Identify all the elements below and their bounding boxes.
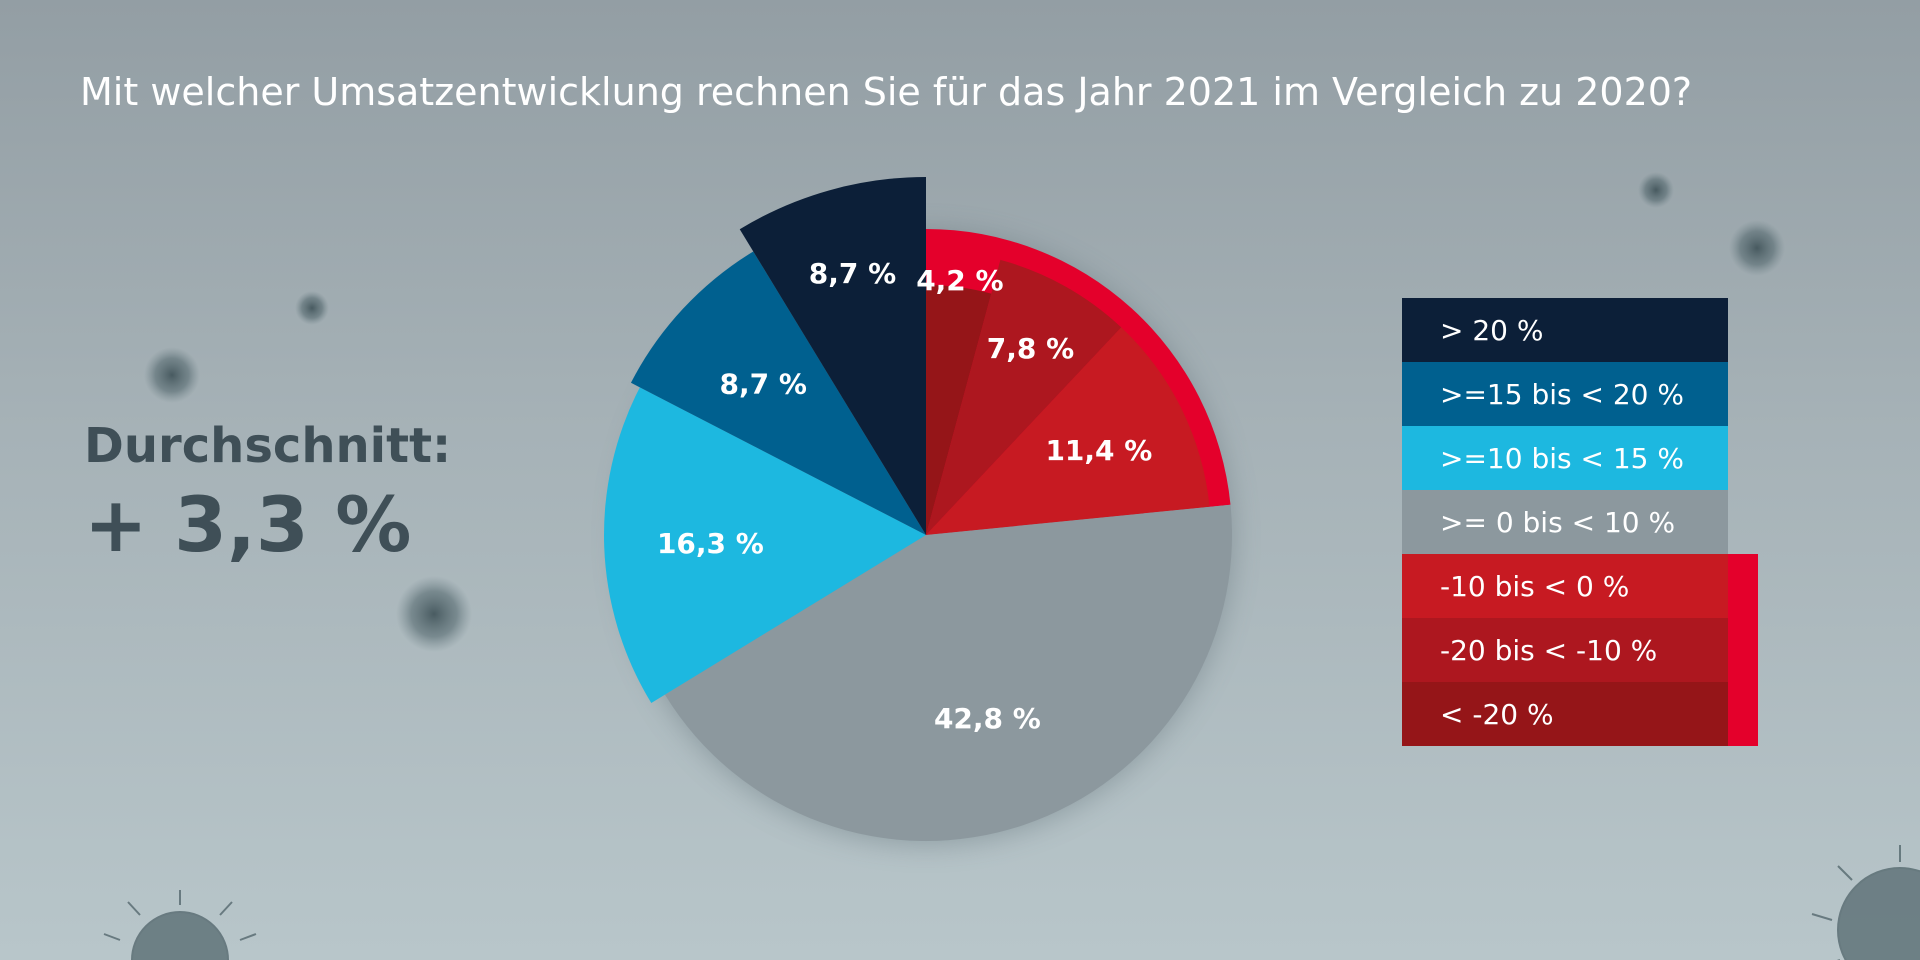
pie-slice-neg10-0 <box>926 327 1210 535</box>
legend-item-15-20: >=15 bis < 20 % <box>1402 362 1728 426</box>
legend-item-0-10: >= 0 bis < 10 % <box>1402 490 1728 554</box>
pie-slice-neg20-neg10 <box>926 259 1122 535</box>
virus-icon <box>144 347 200 403</box>
pie-label-neg20-neg10: 7,8 % <box>987 332 1074 365</box>
pie-label-gt-20: 8,7 % <box>809 257 896 290</box>
pie-label-10-15: 16,3 % <box>657 527 764 560</box>
legend-item-10-15: >=10 bis < 15 % <box>1402 426 1728 490</box>
pie-label-15-20: 8,7 % <box>719 367 806 400</box>
pie-slice-15-20 <box>630 251 926 535</box>
virus-icon <box>1638 172 1674 208</box>
legend-item-neg20-neg10: -20 bis < -10 % <box>1402 618 1728 682</box>
virus-icon <box>396 576 472 652</box>
virus-icon <box>103 890 257 960</box>
virus-icon <box>295 291 329 325</box>
pie-slice-10-15 <box>604 387 926 703</box>
average-value: + 3,3 % <box>84 480 412 569</box>
pie-slices <box>604 177 1232 841</box>
average-label: Durchschnitt: <box>84 418 452 474</box>
legend: > 20 % >=15 bis < 20 % >=10 bis < 15 % >… <box>1402 298 1758 746</box>
pie-slice-gt-20 <box>739 177 926 535</box>
pie-label-0-10: 42,8 % <box>934 702 1041 735</box>
legend-item-neg10-0: -10 bis < 0 % <box>1402 554 1728 618</box>
legend-item-gt-20: > 20 % <box>1402 298 1728 362</box>
pie-slice-lt-neg20 <box>926 285 992 535</box>
page-title: Mit welcher Umsatzentwicklung rechnen Si… <box>80 70 1693 114</box>
negative-range-bracket <box>1728 554 1758 746</box>
pie-slice-0-10 <box>664 504 1232 841</box>
pie-label-lt-neg20: 4,2 % <box>916 264 1003 297</box>
virus-icon <box>1729 220 1785 276</box>
pie-label-neg10-0: 11,4 % <box>1045 434 1152 467</box>
virus-icon <box>1811 845 1920 960</box>
pie-labels: 4,2 % 7,8 % 11,4 % 42,8 % 16,3 % 8,7 % 8,7 % <box>657 257 1152 735</box>
legend-item-lt-neg20: < -20 % <box>1402 682 1728 746</box>
